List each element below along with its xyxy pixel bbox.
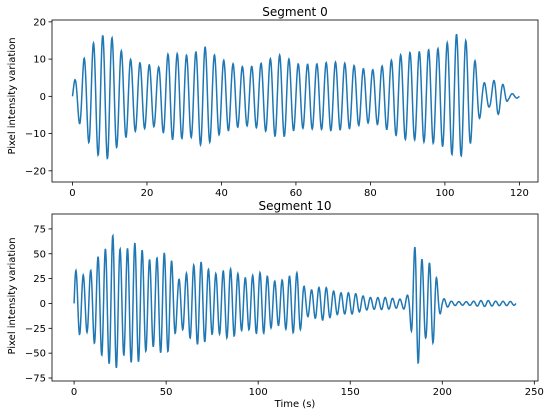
x-tick-label: 200 [433,387,452,398]
y-tick-label: 25 [33,274,46,285]
x-tick-label: 120 [510,188,529,199]
y-tick-label: −75 [25,374,46,385]
x-tick-label: 0 [71,387,77,398]
x-axis-label: Time (s) [274,399,316,410]
y-axis-label: Pixel intensity variation [7,37,18,154]
axes-segment-0: Segment 0 Pixel intensity variation 0 20 4… [7,5,539,199]
x-tick-label: 250 [525,387,544,398]
y-tick-label: 0 [40,92,46,103]
x-tick-label: 150 [341,387,360,398]
x-tick-label: 100 [249,387,268,398]
y-tick-label: 10 [33,55,46,66]
y-tick-label: 0 [40,299,46,310]
y-tick-label: −25 [25,324,46,335]
series-line [71,33,520,160]
x-tick-label: 80 [364,188,377,199]
y-tick-label: 20 [33,17,46,28]
x-tick-label: 60 [290,188,303,199]
series-line [73,233,517,369]
y-tick-label: −10 [25,129,46,140]
y-tick-label: 75 [33,224,46,235]
chart-title: Segment 0 [262,5,327,19]
y-tick-label: −50 [25,349,46,360]
axes-segment-10: Segment 10 Pixel intensity variation 0 50… [7,199,544,410]
y-tick-label: −20 [25,166,46,177]
plot-frame [51,213,539,382]
x-tick-label: 20 [141,188,154,199]
chart-title: Segment 10 [258,199,331,213]
x-tick-label: 100 [435,188,454,199]
y-axis-label: Pixel intensity variation [7,237,18,354]
x-tick-label: 40 [215,188,228,199]
y-tick-label: 50 [33,249,46,260]
plot-frame [51,19,539,183]
x-tick-label: 0 [69,188,75,199]
x-tick-label: 50 [160,387,173,398]
